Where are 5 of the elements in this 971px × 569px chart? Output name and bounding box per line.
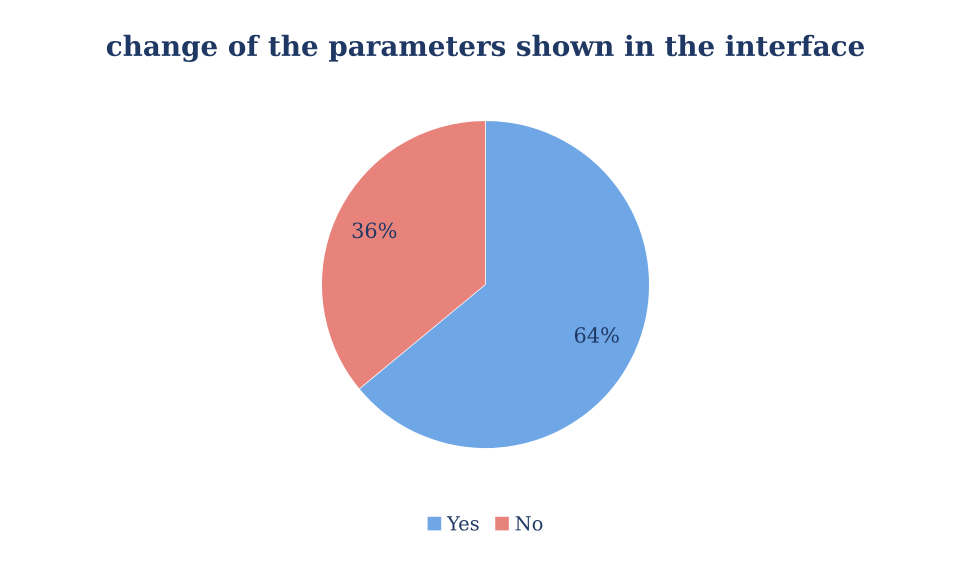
- data-label: 64%: [574, 327, 619, 343]
- data-label: 36%: [352, 222, 396, 238]
- legend-label: No: [516, 516, 542, 531]
- chart-title: change of the parameters shown in the interface: [106, 34, 864, 62]
- legend-label: Yes: [446, 516, 479, 531]
